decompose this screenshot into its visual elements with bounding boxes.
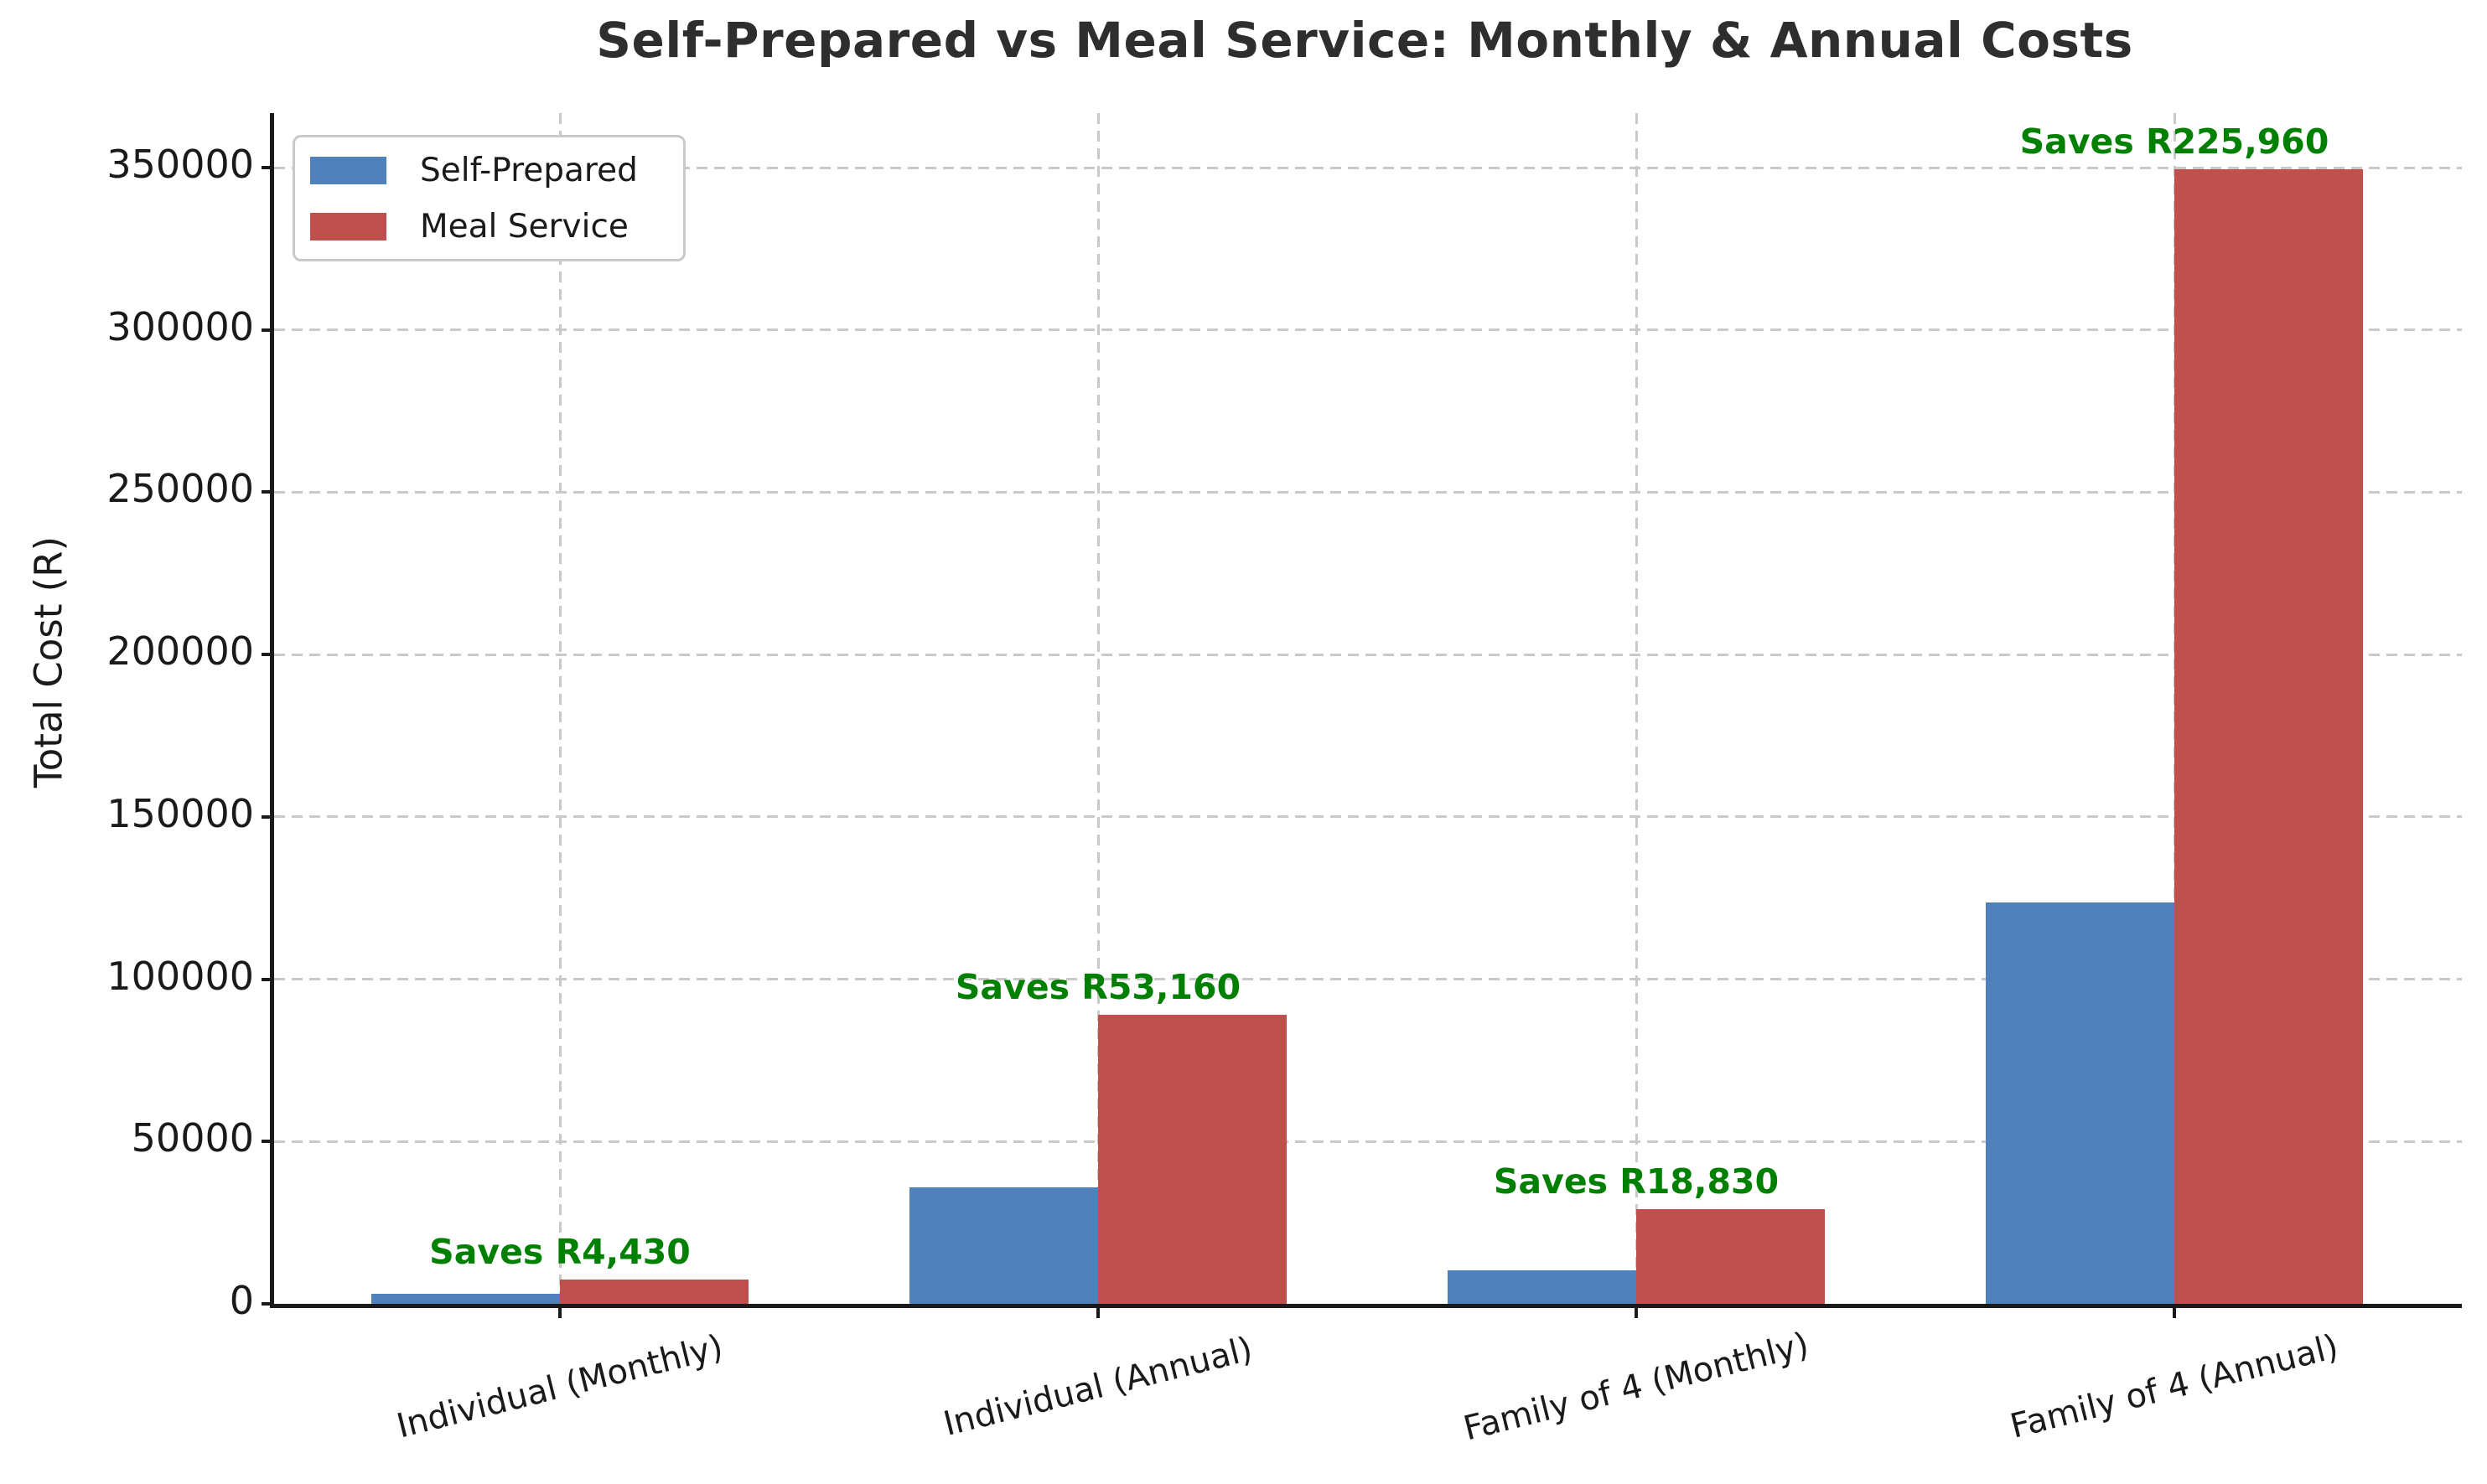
h-gridline: [274, 490, 2462, 494]
y-tick-label: 200000: [106, 628, 254, 675]
savings-annotation: Saves R18,830: [1493, 1161, 1780, 1202]
y-tick: [262, 328, 274, 332]
bar-meal-service: [1098, 1014, 1287, 1304]
savings-annotation: Saves R4,430: [429, 1232, 691, 1273]
h-gridline: [274, 815, 2462, 819]
y-tick: [262, 977, 274, 981]
x-tick: [558, 1307, 562, 1318]
x-tick-label: Family of 4 (Annual): [2006, 1327, 2343, 1446]
y-tick: [262, 490, 274, 494]
y-tick: [262, 653, 274, 657]
legend: Self-Prepared Meal Service: [293, 135, 686, 261]
legend-label: Self-Prepared: [420, 151, 638, 189]
h-gridline: [274, 1140, 2462, 1143]
y-tick-label: 250000: [106, 466, 254, 512]
y-tick-label: 100000: [106, 953, 254, 999]
savings-annotation: Saves R53,160: [955, 966, 1241, 1007]
v-gridline: [1096, 113, 1100, 1304]
x-tick-label: Individual (Annual): [940, 1329, 1256, 1445]
legend-label: Meal Service: [420, 207, 629, 246]
y-tick: [262, 814, 274, 819]
bar-self-prepared: [1986, 902, 2174, 1304]
savings-annotation: Saves R225,960: [2019, 121, 2329, 162]
y-tick-label: 300000: [106, 303, 254, 349]
y-tick-label: 150000: [106, 790, 254, 836]
v-gridline: [1635, 113, 1638, 1304]
h-gridline: [274, 653, 2462, 656]
y-tick-label: 350000: [106, 142, 254, 187]
h-gridline: [274, 328, 2462, 332]
legend-swatch: [310, 156, 386, 184]
legend-swatch: [310, 212, 386, 240]
x-tick-label: Family of 4 (Monthly): [1459, 1325, 1813, 1449]
bar-self-prepared: [371, 1294, 560, 1304]
y-axis-spine: [270, 113, 274, 1308]
x-tick-label: Individual (Monthly): [392, 1327, 728, 1446]
y-tick-label: 50000: [131, 1115, 254, 1161]
bar-meal-service: [560, 1280, 749, 1304]
bar-self-prepared: [1448, 1270, 1636, 1304]
y-tick: [262, 166, 274, 169]
x-tick: [1635, 1307, 1638, 1318]
h-gridline: [274, 978, 2462, 981]
x-tick: [1096, 1307, 1100, 1318]
y-tick-label: 0: [229, 1278, 254, 1323]
h-gridline: [274, 166, 2462, 169]
x-axis-spine: [270, 1304, 2462, 1308]
y-tick: [262, 1140, 274, 1144]
v-gridline: [558, 113, 562, 1304]
x-tick: [2173, 1307, 2176, 1318]
bar-meal-service: [2174, 168, 2363, 1304]
chart-title: Self-Prepared vs Meal Service: Monthly &…: [596, 12, 2133, 69]
bar-self-prepared: [909, 1187, 1098, 1304]
legend-item: Meal Service: [310, 208, 668, 246]
y-tick: [262, 1302, 274, 1306]
bar-meal-service: [1636, 1209, 1825, 1304]
legend-item: Self-Prepared: [310, 152, 668, 189]
